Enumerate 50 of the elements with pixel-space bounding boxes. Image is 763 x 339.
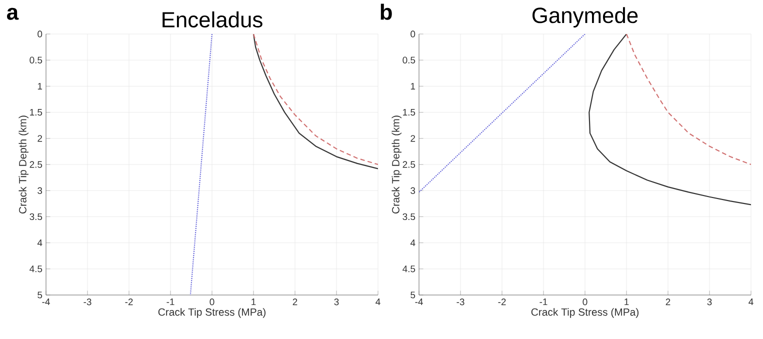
y-tick-label: 1.5 xyxy=(403,108,416,116)
y-tick-label: 0 xyxy=(38,30,42,38)
y-tick-label: 2.5 xyxy=(30,161,42,168)
x-tick-label: 2 xyxy=(666,298,670,306)
x-tick-label: -3 xyxy=(456,298,464,306)
y-tick-label: 5 xyxy=(410,292,416,298)
y-axis-title: Crack Tip Depth (km) xyxy=(18,116,28,214)
text: a xyxy=(7,8,19,20)
x-tick-label: -1 xyxy=(540,298,548,306)
text: b xyxy=(380,4,392,20)
y-tick-label: 4.5 xyxy=(30,266,42,272)
x-tick-label: -3 xyxy=(84,298,92,306)
x-tick-label: -1 xyxy=(166,298,174,306)
y-tick-label: 4 xyxy=(410,240,416,246)
x-axis-title: Crack Tip Stress (MPa) xyxy=(531,308,638,318)
y-tick-label: 0.5 xyxy=(30,56,42,64)
x-tick-label: 0 xyxy=(582,298,588,306)
y-tick-label: 5 xyxy=(38,292,42,298)
x-tick-label: -4 xyxy=(415,298,423,306)
line-series xyxy=(626,34,752,166)
y-tick-label: 3.5 xyxy=(402,213,416,220)
x-tick-label: -2 xyxy=(125,298,133,306)
x-tick-label: 2 xyxy=(292,298,298,306)
y-tick-label: 0.5 xyxy=(402,56,416,64)
line-series xyxy=(588,34,752,206)
x-tick-label: 4 xyxy=(376,298,380,306)
x-tick-label: 4 xyxy=(748,298,754,306)
x-tick-label: 0 xyxy=(210,298,214,306)
y-tick-label: 2 xyxy=(410,135,416,142)
x-tick-label: -4 xyxy=(42,298,50,306)
x-axis-title: Crack Tip Stress (MPa) xyxy=(158,308,266,318)
y-tick-label: 2 xyxy=(38,135,42,142)
y-tick-label: 3 xyxy=(410,187,416,194)
y-tick-label: 2.5 xyxy=(402,161,416,168)
y-tick-label: 3 xyxy=(38,187,42,194)
y-tick-label: 1.5 xyxy=(30,108,42,116)
y-tick-label: 1 xyxy=(410,82,416,90)
x-tick-label: 3 xyxy=(334,298,339,306)
y-tick-label: 1 xyxy=(38,82,42,90)
x-tick-label: 1 xyxy=(624,298,629,306)
y-tick-label: 4 xyxy=(37,240,42,246)
chart-title: Ganymede xyxy=(532,7,638,28)
y-tick-label: 0 xyxy=(410,30,416,38)
x-tick-label: -2 xyxy=(498,298,506,306)
y-tick-label: 3.5 xyxy=(30,213,42,220)
chart-title: Enceladus xyxy=(162,11,262,28)
y-axis-title: Crack Tip Depth (km) xyxy=(392,116,402,214)
x-tick-label: 1 xyxy=(252,298,256,306)
x-tick-label: 3 xyxy=(707,298,712,306)
y-tick-label: 4.5 xyxy=(402,266,416,272)
